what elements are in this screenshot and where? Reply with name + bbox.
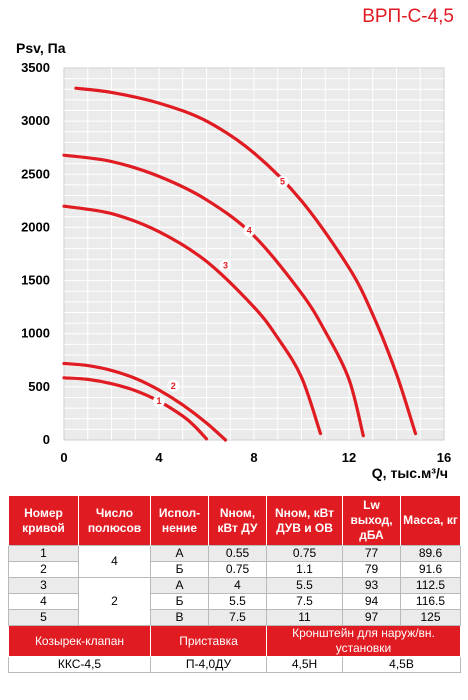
cell-sound: 97: [342, 609, 401, 626]
cell-sound: 94: [342, 593, 401, 610]
table-row: 3 2 А 4 5.5 93 112.5: [8, 577, 461, 626]
header-power-du: Nном, кВт ДУ: [208, 496, 267, 546]
cell-power-duv: 11: [266, 609, 343, 626]
cell-visor-valve: ККС-4,5: [8, 656, 151, 673]
x-axis-label: Q, тыс.м³/ч: [371, 465, 448, 481]
cell-power-duv: 5.5: [266, 577, 343, 594]
cell-power-du: 4: [208, 577, 267, 594]
fan-curve-chart: 0 500 1000 1500 2000 2500 3000 3500 0 4 8 12 16 12 3 4…: [21, 60, 451, 465]
cell-power-du: 5.5: [208, 593, 267, 610]
cell-curve: 4: [8, 593, 79, 610]
table-row: 2 Б 0.75 1.1 79 91.6: [8, 561, 461, 578]
cell-sound: 93: [342, 577, 401, 594]
y-tick-label: 3000: [21, 113, 50, 128]
header-sound: Lw выход, дБА: [342, 496, 401, 546]
y-tick-label: 2500: [21, 166, 50, 181]
cell-execution: Б: [150, 593, 209, 610]
x-tick-label: 16: [437, 450, 451, 465]
curve-label-2: 2: [171, 381, 176, 391]
cell-sound: 79: [342, 561, 401, 578]
specs-table: Номер кривой Число полюсов Испол-нение N…: [8, 496, 461, 673]
curve-labels: 12 3 4 5: [153, 175, 289, 408]
cell-execution: А: [150, 577, 209, 594]
cell-power-du: 0.55: [208, 545, 267, 562]
cell-curve: 2: [8, 561, 79, 578]
cell-power-duv: 1.1: [266, 561, 343, 578]
table-row: 5 В 7.5 11 97 125: [8, 609, 461, 626]
chart-title: ВРП-С-4,5: [362, 6, 454, 27]
cell-curve: 3: [8, 577, 79, 594]
x-tick-label: 8: [250, 450, 257, 465]
cell-bracket-indoor: 4,5В: [342, 656, 461, 673]
y-tick-label: 1500: [21, 273, 50, 288]
y-axis-label: Psv, Па: [16, 40, 66, 56]
x-tick-label: 12: [342, 450, 356, 465]
header-mass: Масса, кг: [400, 496, 461, 546]
accessories-row: ККС-4,5 П-4,0ДУ 4,5Н 4,5В: [8, 656, 461, 673]
cell-mass: 89.6: [400, 545, 461, 562]
cell-mass: 125: [400, 609, 461, 626]
curve-2: [62, 361, 228, 442]
cell-power-du: 7.5: [208, 609, 267, 626]
curve-label-3: 3: [223, 261, 228, 271]
y-tick-label: 0: [43, 432, 50, 447]
cell-curve: 1: [8, 545, 79, 562]
grid-lines: [64, 68, 444, 440]
header-bracket: Кронштейн для наруж/вн. установки: [266, 625, 461, 657]
curve-label-1: 1: [156, 396, 161, 406]
cell-mass: 91.6: [400, 561, 461, 578]
table-row: 4 Б 5.5 7.5 94 116.5: [8, 593, 461, 610]
curve-1: [62, 376, 209, 441]
y-tick-label: 3500: [21, 60, 50, 75]
cell-sound: 77: [342, 545, 401, 562]
header-power-duv: Nном, кВт ДУВ и ОВ: [266, 496, 343, 546]
cell-power-duv: 7.5: [266, 593, 343, 610]
cell-power-du: 0.75: [208, 561, 267, 578]
curve-label-bg: [153, 395, 165, 408]
header-execution: Испол-нение: [150, 496, 209, 546]
table-row: 1 4 А 0.55 0.75 77 89.6: [8, 545, 461, 578]
y-tick-label: 500: [28, 379, 50, 394]
x-tick-label: 0: [60, 450, 67, 465]
curve-label-bg: [219, 259, 232, 272]
x-tick-label: 4: [155, 450, 163, 465]
cell-curve: 5: [8, 609, 79, 626]
curve-3: [62, 204, 323, 436]
axis-ticks: 0 500 1000 1500 2000 2500 3000 3500 0 4 8 12 16: [21, 60, 451, 465]
cell-adapter: П-4,0ДУ: [150, 656, 267, 673]
y-tick-label: 2000: [21, 219, 50, 234]
curve-label-bg: [276, 175, 289, 188]
cell-execution: В: [150, 609, 209, 626]
cell-execution: Б: [150, 561, 209, 578]
cell-poles: 2: [78, 577, 151, 626]
curve-label-bg: [167, 379, 180, 392]
cell-bracket-outdoor: 4,5Н: [266, 656, 343, 673]
table-header-row: Номер кривой Число полюсов Испол-нение N…: [8, 496, 461, 546]
header-adapter: Приставка: [150, 625, 267, 657]
accessories-header-row: Козырек-клапан Приставка Кронштейн для н…: [8, 625, 461, 657]
header-curve-number: Номер кривой: [8, 496, 79, 546]
curve-label-4: 4: [247, 226, 252, 236]
curve-label-bg: [243, 224, 256, 237]
cell-execution: А: [150, 545, 209, 562]
curve-label-5: 5: [280, 177, 285, 187]
y-tick-label: 1000: [21, 326, 50, 341]
cell-poles: 4: [78, 545, 151, 578]
cell-mass: 116.5: [400, 593, 461, 610]
curve-4: [62, 153, 365, 438]
header-poles: Число полюсов: [78, 496, 151, 546]
cell-power-duv: 0.75: [266, 545, 343, 562]
header-visor-valve: Козырек-клапан: [8, 625, 151, 657]
cell-mass: 112.5: [400, 577, 461, 594]
